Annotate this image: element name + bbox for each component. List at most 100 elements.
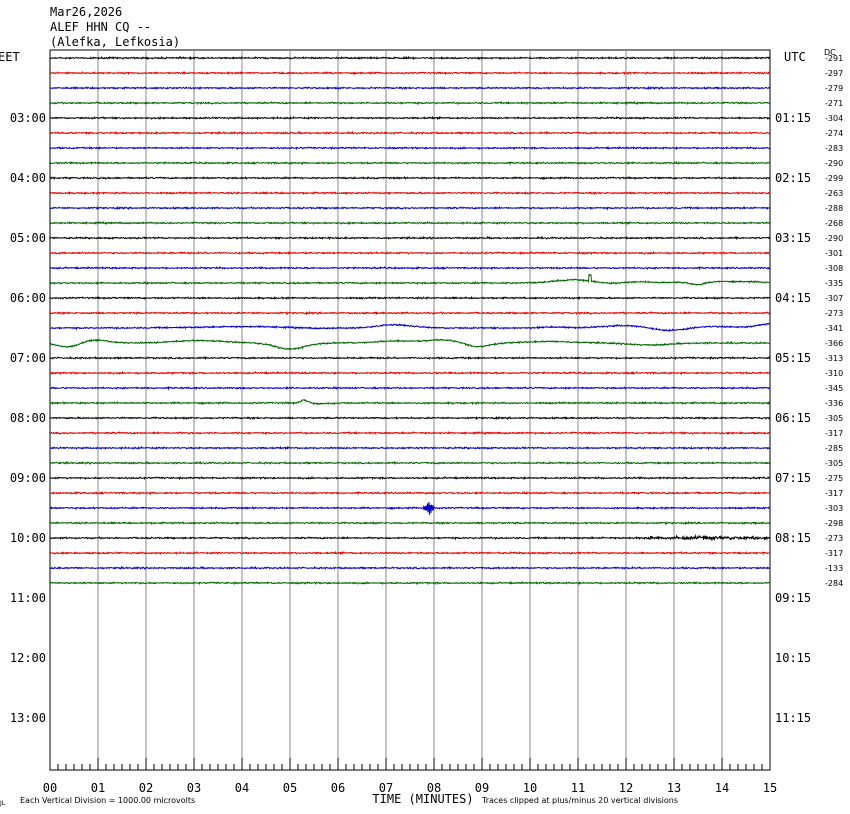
x-tick-label: 12 — [619, 781, 633, 795]
dc-offset-label: -317 — [825, 549, 843, 558]
x-tick-label: 04 — [235, 781, 249, 795]
dc-offset-label: -297 — [825, 69, 843, 78]
x-tick-label: 06 — [331, 781, 345, 795]
left-hour-label: 08:00 — [10, 411, 46, 425]
seismic-trace-row — [49, 175, 771, 181]
right-hour-label: 01:15 — [775, 111, 811, 125]
right-hour-label: 07:15 — [775, 471, 811, 485]
dc-offset-label: -308 — [825, 264, 843, 273]
seismic-trace-row — [49, 534, 771, 542]
x-tick-label: 05 — [283, 781, 297, 795]
x-tick-label: 03 — [187, 781, 201, 795]
dc-offset-label: -317 — [825, 429, 843, 438]
dc-offset-label: -305 — [825, 459, 843, 468]
seismic-trace-row — [49, 70, 771, 76]
seismic-trace-row — [49, 475, 771, 481]
left-hour-label: 13:00 — [10, 711, 46, 725]
dc-offset-label: -284 — [825, 579, 843, 588]
left-axis-label: EET — [0, 50, 20, 64]
dc-offset-label: -273 — [825, 309, 843, 318]
right-hour-label: 11:15 — [775, 711, 811, 725]
dc-offset-label: -291 — [825, 54, 843, 63]
x-tick-label: 15 — [763, 781, 777, 795]
dc-offset-label: -307 — [825, 294, 843, 303]
footer-left-note: Each Vertical Division = 1000.00 microvo… — [20, 796, 195, 805]
dc-offset-label: -285 — [825, 444, 843, 453]
dc-offset-label: -366 — [825, 339, 843, 348]
x-tick-label: 07 — [379, 781, 393, 795]
seismic-trace-row — [49, 100, 771, 106]
seismic-trace-row — [49, 385, 771, 391]
x-tick-label: 13 — [667, 781, 681, 795]
seismic-trace-row — [49, 145, 771, 151]
seismic-trace-row — [49, 250, 771, 256]
seismic-trace-row — [49, 337, 771, 351]
dc-offset-label: -310 — [825, 369, 843, 378]
dc-offset-label: -301 — [825, 249, 843, 258]
x-axis-title: TIME (MINUTES) — [372, 792, 473, 806]
dc-label: DC — [824, 48, 836, 57]
dc-offset-label: -313 — [825, 354, 843, 363]
seismic-trace-row — [49, 130, 771, 136]
dc-offset-label: -317 — [825, 489, 843, 498]
seismic-trace-row — [49, 501, 771, 515]
seismic-trace-row — [49, 370, 771, 376]
dc-offset-label: -305 — [825, 414, 843, 423]
dc-offset-label: -290 — [825, 234, 843, 243]
left-hour-label: 04:00 — [10, 171, 46, 185]
seismic-trace-row — [49, 490, 771, 496]
seismic-trace-row — [49, 460, 771, 466]
right-hour-label: 08:15 — [775, 531, 811, 545]
right-hour-label: 06:15 — [775, 411, 811, 425]
seismic-trace-row — [49, 580, 771, 586]
header-date: Mar26,2026 — [50, 5, 123, 19]
dc-offset-label: -290 — [825, 159, 843, 168]
seismic-trace-row — [49, 265, 771, 271]
dc-offset-label: -271 — [825, 99, 843, 108]
dc-offset-label: -345 — [825, 384, 843, 393]
dc-offset-label: -133 — [825, 564, 843, 573]
seismic-trace-row — [49, 55, 771, 61]
seismic-trace-row — [49, 430, 771, 436]
plot-frame — [49, 49, 771, 771]
dc-offset-label: -275 — [825, 474, 843, 483]
seismic-trace-row — [49, 273, 771, 286]
right-hour-label: 09:15 — [775, 591, 811, 605]
dc-offset-label: -268 — [825, 219, 843, 228]
dc-offset-label: -279 — [825, 84, 843, 93]
x-tick-label: 14 — [715, 781, 729, 795]
dc-offset-label: -288 — [825, 204, 843, 213]
seismic-trace-row — [49, 398, 771, 406]
right-hour-label: 03:15 — [775, 231, 811, 245]
seismic-trace-row — [49, 565, 771, 571]
dc-offset-label: -299 — [825, 174, 843, 183]
dc-offset-label: -304 — [825, 114, 843, 123]
right-hour-label: 05:15 — [775, 351, 811, 365]
dc-offset-label: -298 — [825, 519, 843, 528]
header-location: (Alefka, Lefkosia) — [50, 35, 181, 49]
seismic-trace-row — [49, 220, 771, 226]
dc-offset-label: -303 — [825, 504, 843, 513]
right-hour-label: 04:15 — [775, 291, 811, 305]
seismic-trace-row — [49, 205, 771, 211]
right-hour-label: 02:15 — [775, 171, 811, 185]
header-station: ALEF HHN CQ -- — [50, 20, 152, 34]
seismic-trace-row — [49, 520, 771, 526]
left-hour-label: 05:00 — [10, 231, 46, 245]
x-tick-label: 11 — [571, 781, 585, 795]
dc-offset-label: -336 — [825, 399, 843, 408]
right-hour-label: 10:15 — [775, 651, 811, 665]
left-hour-label: 03:00 — [10, 111, 46, 125]
seismic-trace-row — [49, 115, 771, 121]
dc-offset-label: -263 — [825, 189, 843, 198]
seismic-trace-row — [49, 415, 771, 421]
seismic-trace-row — [49, 295, 771, 301]
seismic-trace-row — [49, 445, 771, 451]
seismic-trace-row — [49, 310, 771, 316]
left-hour-label: 09:00 — [10, 471, 46, 485]
seismic-trace-row — [49, 160, 771, 166]
x-tick-label: 00 — [43, 781, 57, 795]
dc-offset-label: -341 — [825, 324, 843, 333]
dc-offset-label: -273 — [825, 534, 843, 543]
